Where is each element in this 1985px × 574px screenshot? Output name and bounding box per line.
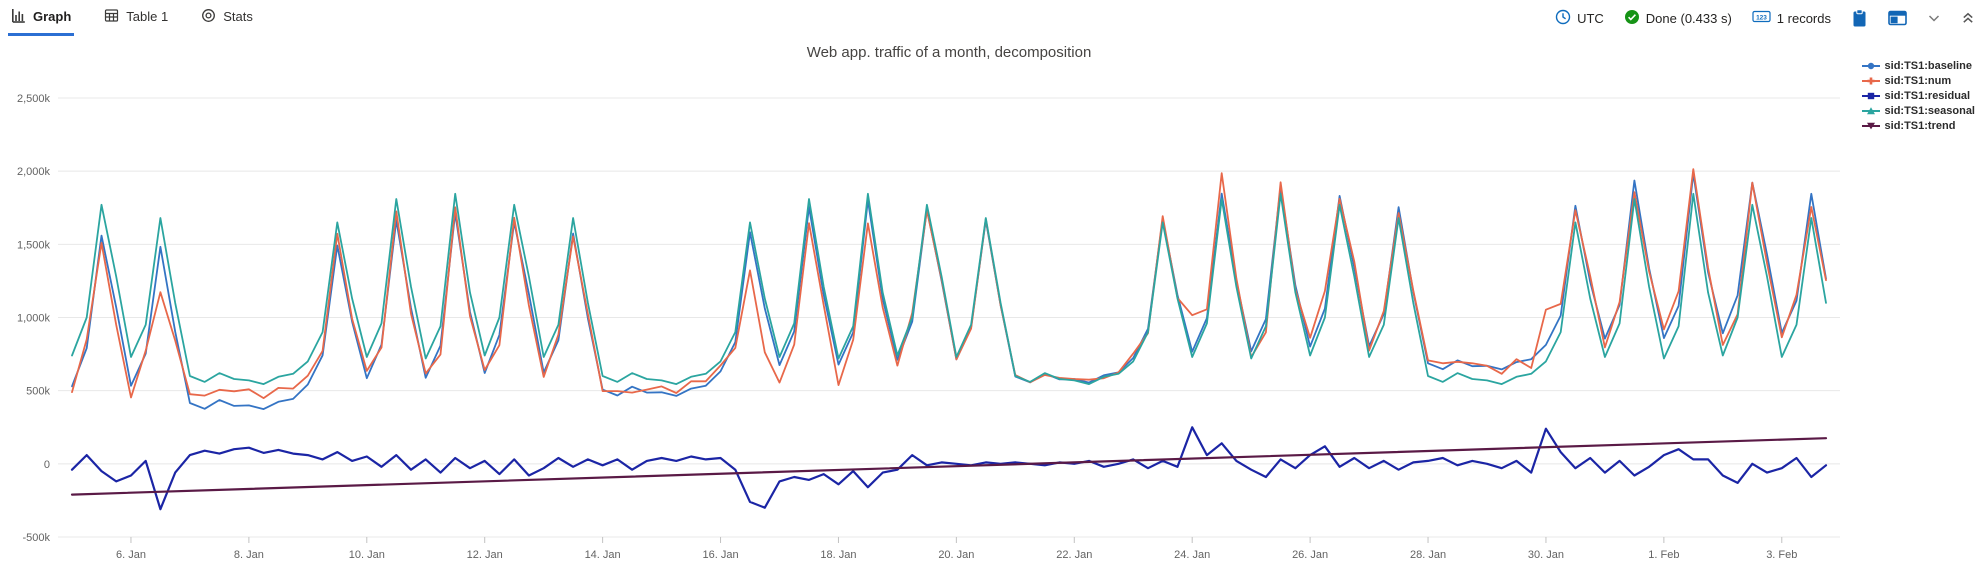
- timezone-selector[interactable]: UTC: [1555, 9, 1604, 28]
- x-axis-label: 3. Feb: [1766, 549, 1797, 561]
- tab-table-1[interactable]: Table 1: [101, 0, 171, 36]
- done-check-icon: [1624, 9, 1640, 28]
- chevron-down-icon[interactable]: [1927, 11, 1941, 25]
- x-axis-label: 1. Feb: [1648, 549, 1679, 561]
- status-bar: UTC Done (0.433 s) 123 1 records: [1535, 0, 1985, 36]
- tab-stats-label: Stats: [223, 9, 253, 24]
- x-axis-label: 28. Jan: [1410, 549, 1446, 561]
- y-axis-label: 2,000k: [17, 166, 51, 178]
- x-axis-label: 24. Jan: [1174, 549, 1210, 561]
- x-axis-label: 26. Jan: [1292, 549, 1328, 561]
- tab-graph-label: Graph: [33, 9, 72, 24]
- legend-marker: [1861, 77, 1880, 84]
- legend-label: sid:TS1:seasonal: [1884, 104, 1975, 117]
- chart-title: Web app. traffic of a month, decompositi…: [806, 44, 1092, 61]
- legend-marker: [1861, 106, 1880, 114]
- y-axis-label: 1,000k: [17, 313, 51, 325]
- bar-chart-icon: [11, 8, 26, 26]
- legend-marker: [1861, 92, 1880, 99]
- table-icon: [104, 8, 119, 26]
- timezone-label: UTC: [1577, 10, 1604, 26]
- legend-label: sid:TS1:num: [1884, 74, 1952, 87]
- legend-label: sid:TS1:residual: [1884, 89, 1971, 102]
- query-status-label: Done (0.433 s): [1645, 10, 1732, 26]
- legend-label: sid:TS1:baseline: [1884, 59, 1972, 72]
- result-tabs: Graph Table 1 Stats: [0, 0, 283, 36]
- x-axis-label: 10. Jan: [349, 549, 385, 561]
- legend-marker: [1861, 122, 1880, 129]
- series-sid:TS1:trend: [70, 437, 1828, 496]
- svg-text:123: 123: [1756, 14, 1767, 21]
- clipboard-icon[interactable]: [1851, 8, 1868, 28]
- x-axis-label: 20. Jan: [938, 549, 974, 561]
- legend-item-sid:TS1:seasonal[interactable]: sid:TS1:seasonal: [1861, 103, 1975, 118]
- legend-label: sid:TS1:trend: [1884, 119, 1956, 132]
- y-axis-label: 0: [44, 459, 50, 471]
- x-axis-label: 12. Jan: [467, 549, 503, 561]
- series-sid:TS1:num: [71, 168, 1827, 400]
- x-axis-label: 14. Jan: [585, 549, 621, 561]
- x-axis-label: 16. Jan: [702, 549, 738, 561]
- x-axis-label: 18. Jan: [820, 549, 856, 561]
- legend-item-sid:TS1:num[interactable]: sid:TS1:num: [1861, 73, 1975, 88]
- tab-table-label: Table 1: [126, 9, 169, 24]
- query-status: Done (0.433 s): [1624, 9, 1732, 28]
- record-count-label: 1 records: [1776, 10, 1831, 26]
- number-badge-icon: 123: [1752, 9, 1771, 27]
- stats-icon: [201, 8, 216, 26]
- top-bar: Graph Table 1 Stats: [0, 0, 1985, 36]
- series-sid:TS1:seasonal: [71, 192, 1827, 386]
- legend-item-sid:TS1:trend[interactable]: sid:TS1:trend: [1861, 118, 1975, 133]
- x-axis-label: 30. Jan: [1528, 549, 1564, 561]
- y-axis-label: -500k: [22, 532, 50, 544]
- legend-item-sid:TS1:baseline[interactable]: sid:TS1:baseline: [1861, 58, 1975, 73]
- legend-item-sid:TS1:residual[interactable]: sid:TS1:residual: [1861, 88, 1975, 103]
- y-axis-label: 2,500k: [17, 93, 51, 105]
- collapse-up-icon[interactable]: [1961, 11, 1975, 25]
- legend-marker: [1861, 62, 1880, 69]
- x-axis-label: 22. Jan: [1056, 549, 1092, 561]
- clock-icon: [1555, 9, 1571, 28]
- tab-graph[interactable]: Graph: [8, 0, 75, 36]
- y-axis-label: 1,500k: [17, 239, 51, 251]
- chart-legend: sid:TS1:baseline sid:TS1:num sid:TS1:res…: [1861, 58, 1975, 133]
- x-axis-label: 8. Jan: [234, 549, 264, 561]
- record-count: 123 1 records: [1752, 9, 1831, 27]
- y-axis-label: 500k: [26, 386, 50, 398]
- x-axis-label: 6. Jan: [116, 549, 146, 561]
- series-sid:TS1:residual: [70, 426, 1828, 511]
- tab-stats[interactable]: Stats: [198, 0, 256, 36]
- window-panel-icon[interactable]: [1888, 10, 1907, 26]
